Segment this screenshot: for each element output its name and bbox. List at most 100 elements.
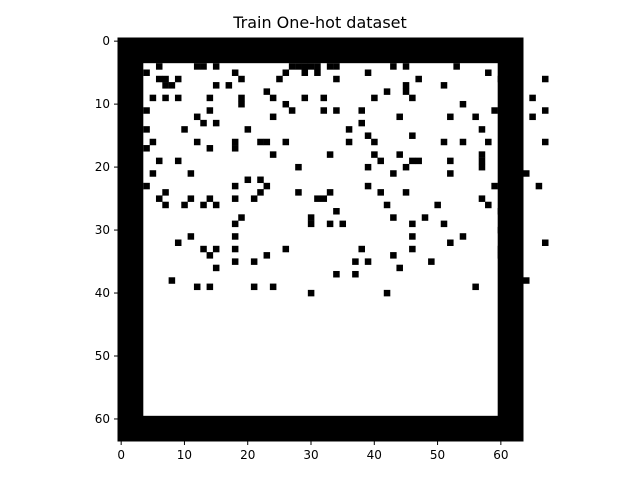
heatmap-cell bbox=[200, 245, 207, 253]
y-tick-label: 40 bbox=[95, 286, 110, 300]
heatmap-cell bbox=[333, 208, 340, 215]
heatmap-cell bbox=[193, 283, 201, 291]
heatmap-cell bbox=[459, 138, 467, 146]
heatmap-cell bbox=[529, 94, 536, 102]
heatmap-cell bbox=[193, 113, 201, 121]
heatmap-cell bbox=[174, 75, 182, 83]
heatmap-cell bbox=[307, 220, 315, 228]
heatmap-cell bbox=[301, 63, 309, 70]
heatmap-cell bbox=[402, 163, 410, 171]
heatmap-cell bbox=[187, 195, 195, 202]
x-tick-label: 40 bbox=[367, 448, 382, 462]
heatmap-cell bbox=[541, 75, 549, 83]
heatmap-cell bbox=[244, 176, 252, 184]
heatmap-cell bbox=[339, 220, 347, 228]
heatmap-cell bbox=[478, 157, 486, 165]
heatmap-cell bbox=[516, 157, 524, 165]
heatmap-cell bbox=[263, 138, 271, 146]
heatmap-cell bbox=[155, 63, 163, 70]
heatmap-cell bbox=[440, 220, 448, 228]
heatmap-cell bbox=[193, 63, 201, 70]
heatmap-cell bbox=[478, 163, 486, 171]
heatmap-cell bbox=[333, 75, 340, 83]
heatmap-cell bbox=[143, 107, 150, 114]
heatmap-cell bbox=[440, 82, 448, 89]
heatmap-cell bbox=[212, 63, 220, 70]
heatmap-cell bbox=[326, 151, 334, 158]
heatmap-cell bbox=[238, 94, 245, 102]
heatmap-cell bbox=[206, 94, 214, 102]
heatmap-cell bbox=[307, 214, 315, 221]
heatmap-cell bbox=[212, 264, 220, 272]
heatmap-cell bbox=[390, 252, 397, 259]
heatmap-cell bbox=[231, 258, 239, 265]
heatmap-cell bbox=[162, 94, 169, 102]
heatmap-cell bbox=[206, 107, 214, 114]
heatmap-cell bbox=[523, 170, 530, 177]
heatmap-cell bbox=[497, 252, 505, 259]
heatmap-cell bbox=[478, 151, 486, 158]
heatmap-cell bbox=[535, 182, 543, 190]
heatmap-cell bbox=[485, 69, 492, 76]
heatmap-cell bbox=[409, 157, 416, 165]
heatmap-cell bbox=[358, 107, 365, 114]
heatmap-cell bbox=[516, 201, 524, 209]
heatmap-cell bbox=[504, 107, 511, 114]
y-tick-label: 0 bbox=[102, 34, 110, 48]
plot-frame bbox=[117, 37, 524, 442]
heatmap-cell bbox=[231, 245, 239, 253]
heatmap-cell bbox=[187, 170, 195, 177]
heatmap-cell bbox=[155, 195, 163, 202]
heatmap-cell bbox=[269, 113, 277, 121]
heatmap-cell bbox=[478, 126, 486, 133]
heatmap-cell bbox=[295, 163, 302, 171]
heatmap-cell bbox=[168, 82, 176, 89]
heatmap-cell bbox=[447, 170, 454, 177]
heatmap-cell bbox=[447, 157, 454, 165]
heatmap-cell bbox=[295, 63, 302, 70]
heatmap-cell bbox=[364, 132, 372, 139]
heatmap-cell bbox=[402, 82, 410, 89]
x-tick-label: 10 bbox=[177, 448, 192, 462]
heatmap-cell bbox=[206, 283, 214, 291]
heatmap-cell bbox=[333, 63, 340, 70]
heatmap-cell bbox=[396, 113, 403, 121]
heatmap-cell bbox=[282, 138, 290, 146]
heatmap-cell bbox=[288, 107, 296, 114]
heatmap-cell bbox=[390, 63, 397, 70]
heatmap-cell bbox=[238, 214, 245, 221]
heatmap-cell bbox=[174, 94, 182, 102]
heatmap-cell bbox=[143, 182, 150, 190]
heatmap-cell bbox=[510, 126, 517, 133]
heatmap-cell bbox=[257, 189, 264, 196]
heatmap-cell bbox=[269, 283, 277, 291]
heatmap-cell bbox=[390, 170, 397, 177]
heatmap-cell bbox=[459, 100, 467, 108]
heatmap-cell bbox=[231, 233, 239, 240]
heatmap-cell bbox=[320, 195, 328, 202]
heatmap-cell bbox=[390, 214, 397, 221]
heatmap-cell bbox=[516, 75, 524, 83]
heatmap-cell bbox=[149, 170, 157, 177]
heatmap-cell bbox=[364, 258, 372, 265]
heatmap-cell bbox=[377, 189, 384, 196]
heatmap-cell bbox=[181, 201, 188, 209]
heatmap-cell bbox=[333, 270, 340, 278]
heatmap-cell bbox=[263, 252, 271, 259]
heatmap-cell bbox=[358, 245, 365, 253]
heatmap-cell bbox=[282, 245, 290, 253]
heatmap-cell bbox=[155, 157, 163, 165]
heatmap-cell bbox=[358, 119, 365, 127]
y-axis: 0 10 20 30 40 50 60 bbox=[95, 34, 118, 426]
heatmap-cell bbox=[225, 82, 233, 89]
heatmap-cell bbox=[168, 277, 176, 284]
y-tick-label: 20 bbox=[95, 160, 110, 174]
heatmap-cell bbox=[238, 75, 245, 83]
y-tick-label: 60 bbox=[95, 412, 110, 426]
heatmap-cell bbox=[485, 201, 492, 209]
heatmap-cell bbox=[181, 126, 188, 133]
heatmap-cell bbox=[200, 201, 207, 209]
heatmap-cell bbox=[200, 119, 207, 127]
x-axis: 0 10 20 30 40 50 60 bbox=[117, 441, 508, 462]
